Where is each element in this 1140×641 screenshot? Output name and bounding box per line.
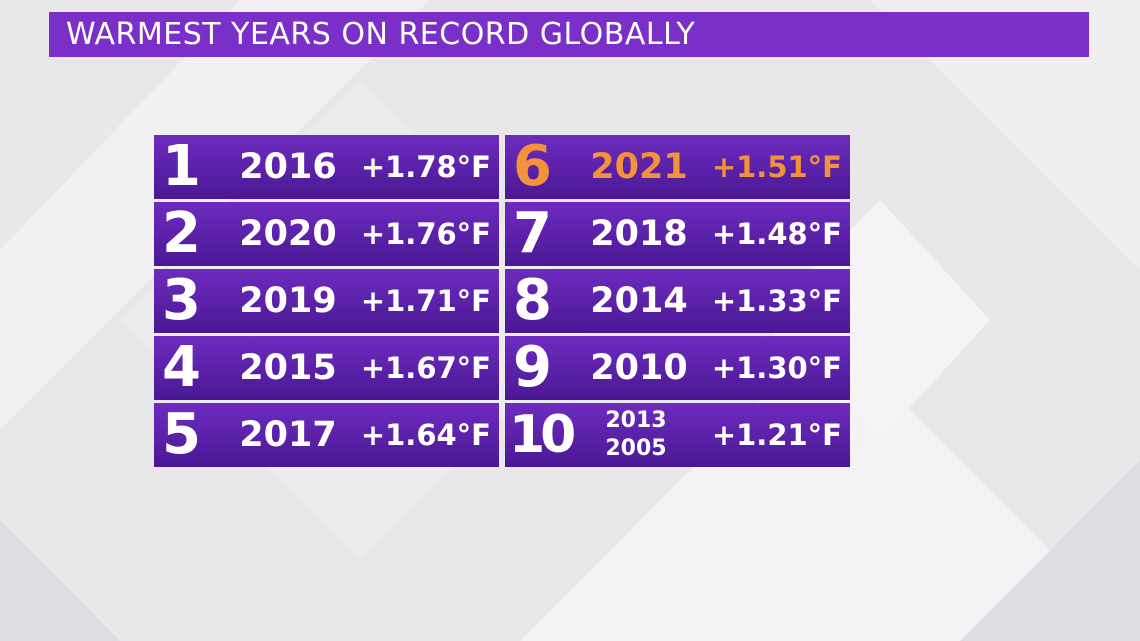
rank-number: 10 — [509, 405, 576, 465]
title-bar: WARMEST YEARS ON RECORD GLOBALLY — [49, 12, 1089, 57]
page-title: WARMEST YEARS ON RECORD GLOBALLY — [66, 17, 696, 52]
rank-number: 4 — [162, 335, 201, 400]
year-value: 2015 — [239, 348, 337, 388]
ranking-row-6: 6 2021 +1.51°F — [505, 135, 850, 199]
year-value: 2013 — [605, 408, 667, 433]
year-value: 2016 — [239, 147, 337, 187]
ranking-row-4: 4 2015 +1.67°F — [154, 336, 499, 400]
anomaly-value: +1.30°F — [711, 351, 842, 385]
tied-years: 2013 2005 — [593, 407, 679, 463]
ranking-row-1: 1 2016 +1.78°F — [154, 135, 499, 199]
anomaly-value: +1.71°F — [360, 284, 491, 318]
ranking-row-2: 2 2020 +1.76°F — [154, 202, 499, 266]
ranking-row-8: 8 2014 +1.33°F — [505, 269, 850, 333]
year-value: 2021 — [590, 147, 688, 187]
rank-number: 5 — [162, 402, 201, 467]
rankings-table: 1 2016 +1.78°F 2 2020 +1.76°F 3 2019 +1.… — [154, 135, 850, 468]
ranking-row-10: 10 2013 2005 +1.21°F — [505, 403, 850, 467]
year-value: 2005 — [605, 436, 667, 461]
rank-number: 2 — [162, 201, 201, 266]
year-value: 2014 — [590, 281, 688, 321]
year-value: 2020 — [239, 214, 337, 254]
year-value: 2010 — [590, 348, 688, 388]
anomaly-value: +1.51°F — [711, 150, 842, 184]
year-value: 2018 — [590, 214, 688, 254]
ranking-row-5: 5 2017 +1.64°F — [154, 403, 499, 467]
anomaly-value: +1.76°F — [360, 217, 491, 251]
rank-number: 6 — [513, 134, 552, 199]
ranking-row-9: 9 2010 +1.30°F — [505, 336, 850, 400]
anomaly-value: +1.67°F — [360, 351, 491, 385]
year-value: 2017 — [239, 415, 337, 455]
anomaly-value: +1.21°F — [711, 418, 842, 452]
rank-number: 7 — [513, 201, 552, 266]
anomaly-value: +1.48°F — [711, 217, 842, 251]
ranking-row-7: 7 2018 +1.48°F — [505, 202, 850, 266]
rank-number: 1 — [162, 134, 201, 199]
ranking-row-3: 3 2019 +1.71°F — [154, 269, 499, 333]
anomaly-value: +1.33°F — [711, 284, 842, 318]
anomaly-value: +1.64°F — [360, 418, 491, 452]
rank-number: 3 — [162, 268, 201, 333]
rank-number: 8 — [513, 268, 552, 333]
rank-number: 9 — [513, 335, 552, 400]
anomaly-value: +1.78°F — [360, 150, 491, 184]
year-value: 2019 — [239, 281, 337, 321]
